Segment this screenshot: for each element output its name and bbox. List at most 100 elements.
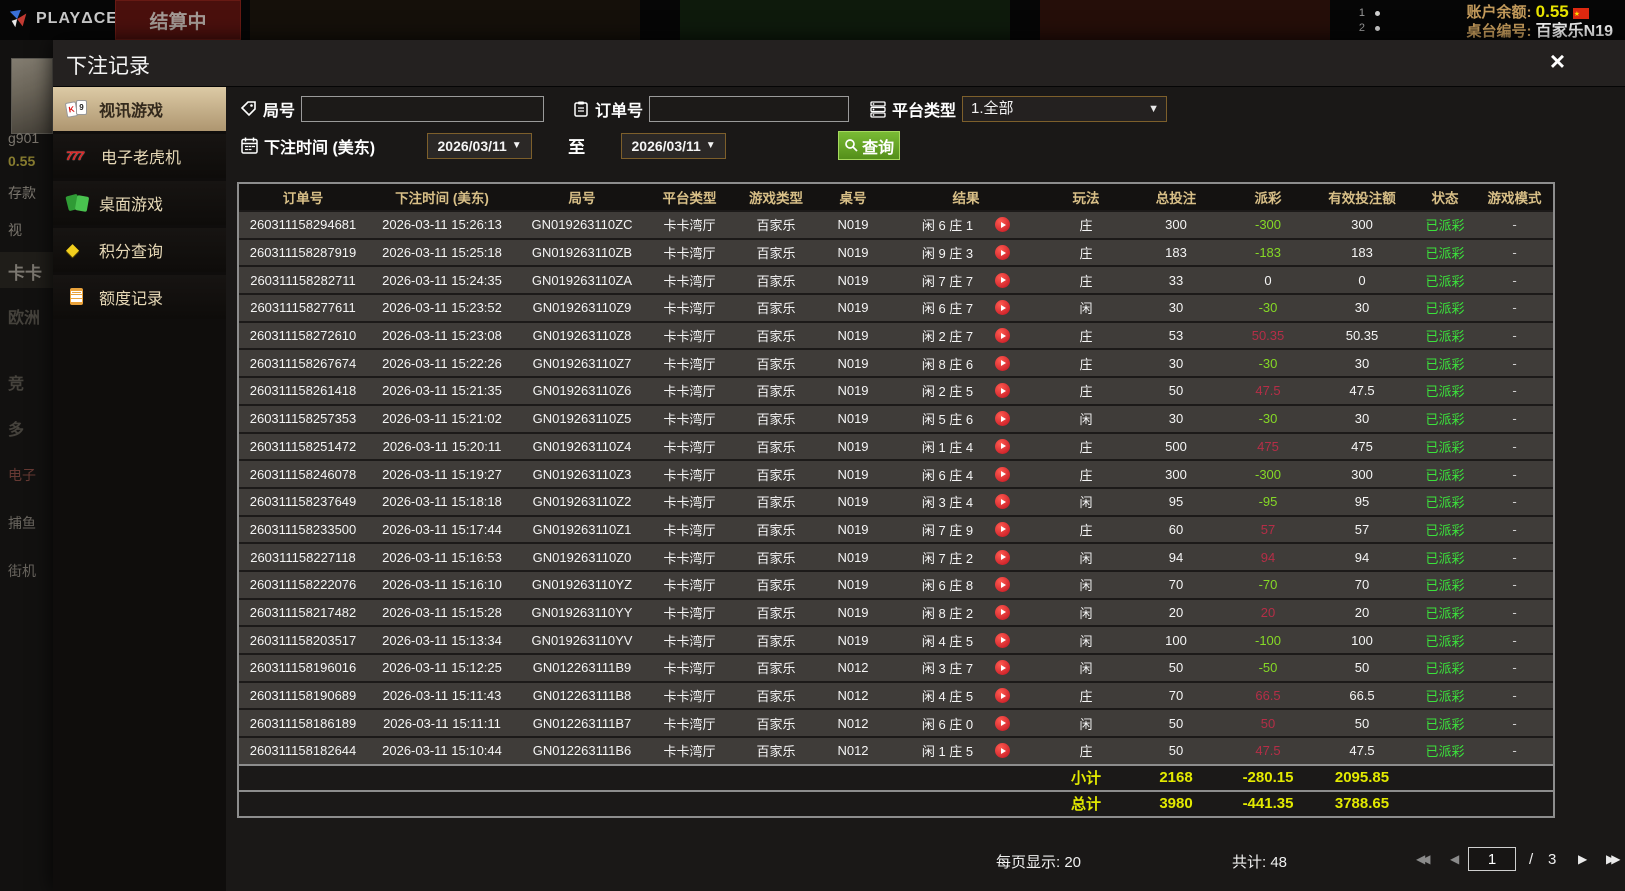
cell-table-no: N019 xyxy=(837,328,869,344)
date-to-picker[interactable]: 2026/03/11 ▼ xyxy=(621,132,727,159)
cell-bet-time: 2026-03-11 15:17:44 xyxy=(382,521,502,537)
tab-table-games[interactable]: 桌面游戏 xyxy=(53,181,226,225)
play-video-icon[interactable] xyxy=(995,715,1011,731)
cell-valid-bet: 300 xyxy=(1351,466,1373,482)
cell-valid-bet: 70 xyxy=(1354,577,1370,593)
play-video-icon[interactable] xyxy=(995,577,1011,593)
table-body: 260311158294681 2026-03-11 15:26:13 GN0192… xyxy=(239,210,1553,764)
tab-slot-machines[interactable]: 777 电子老虎机 xyxy=(53,134,226,178)
cell-payout: 47.5 xyxy=(1255,743,1281,759)
play-video-icon[interactable] xyxy=(995,438,1011,454)
summary-total-bet: 3980 xyxy=(1159,795,1193,813)
play-video-icon[interactable] xyxy=(995,355,1011,371)
round-input[interactable] xyxy=(301,96,545,122)
cell-platform-type: 卡卡湾厅 xyxy=(663,633,716,649)
platform-select[interactable]: 1.全部 ▼ xyxy=(962,96,1168,122)
play-video-icon[interactable] xyxy=(995,272,1011,288)
cell-bet-time: 2026-03-11 15:16:10 xyxy=(382,577,502,593)
play-video-icon[interactable] xyxy=(995,632,1011,648)
cell-result: 闲 1 庄 4 xyxy=(886,437,1046,456)
last-page-icon[interactable]: ▶▶ xyxy=(1606,852,1621,866)
table-row: 260311158190689 2026-03-11 15:11:43 GN0122… xyxy=(239,680,1553,709)
next-page-icon[interactable]: ▶ xyxy=(1578,852,1588,866)
play-video-icon[interactable] xyxy=(995,217,1011,233)
cell-game-type: 百家乐 xyxy=(756,744,796,760)
cell-game-type: 百家乐 xyxy=(756,301,796,317)
play-video-icon[interactable] xyxy=(995,688,1011,704)
cell-bet-time: 2026-03-11 15:11:43 xyxy=(382,688,502,704)
result-text: 闲 2 庄 5 xyxy=(921,384,974,400)
play-video-icon[interactable] xyxy=(995,328,1011,344)
cell-result: 闲 2 庄 5 xyxy=(886,381,1046,400)
close-icon[interactable]: × xyxy=(1549,46,1565,76)
search-icon xyxy=(844,138,859,153)
document-icon xyxy=(66,288,90,306)
date-from-picker[interactable]: 2026/03/11 ▼ xyxy=(427,132,533,159)
cell-game-type: 百家乐 xyxy=(756,218,796,234)
summary-payout: -280.15 xyxy=(1242,769,1294,787)
order-input[interactable] xyxy=(649,96,850,122)
play-video-icon[interactable] xyxy=(995,466,1011,482)
tab-credit-records[interactable]: 额度记录 xyxy=(53,275,226,319)
cell-bet-time: 2026-03-11 15:18:18 xyxy=(382,494,502,510)
table-row: 260311158222076 2026-03-11 15:16:10 GN0192… xyxy=(239,569,1553,598)
page-number-input[interactable] xyxy=(1468,847,1516,871)
play-video-icon[interactable] xyxy=(995,604,1011,620)
table-header-row: 订单号 下注时间 (美东) 局号 平台类型 游戏类型 桌号 结果 玩法 总投注 派彩 有效投注额 状态… xyxy=(239,184,1553,210)
play-video-icon[interactable] xyxy=(995,245,1011,261)
balance-label: 账户余额: xyxy=(1466,4,1532,21)
background-left-sidebar: g901 0.55 存款视卡卡 欧洲竞多电子 捕鱼 街机 xyxy=(0,40,53,891)
cell-payout: -30 xyxy=(1258,355,1278,371)
background-nav-item: 存款 xyxy=(8,185,36,201)
cell-round-no: GN019263110Z2 xyxy=(532,494,632,510)
page-separator: / xyxy=(1529,851,1534,868)
play-video-icon[interactable] xyxy=(995,521,1011,537)
table-row: 260311158182644 2026-03-11 15:10:44 GN0122… xyxy=(239,736,1553,764)
cell-play-type: 闲 xyxy=(1079,412,1093,428)
cell-total-bet: 33 xyxy=(1168,272,1184,288)
prev-page-icon[interactable]: ◀ xyxy=(1450,852,1460,866)
filter-row-1: 局号 订单号 平台类型 1.全部 ▼ xyxy=(226,96,1168,122)
cell-total-bet: 60 xyxy=(1168,521,1184,537)
result-text: 闲 8 庄 6 xyxy=(921,356,974,372)
play-video-icon[interactable] xyxy=(995,494,1011,510)
tab-label: 电子老虎机 xyxy=(101,150,182,167)
balance-value: 0.55 xyxy=(1535,2,1569,21)
cell-round-no: GN012263111B8 xyxy=(532,688,632,704)
cell-table-no: N019 xyxy=(837,604,869,620)
cell-round-no: GN019263110Z6 xyxy=(532,383,632,399)
play-video-icon[interactable] xyxy=(995,549,1011,565)
cell-status: 已派彩 xyxy=(1425,578,1465,594)
tab-points-query[interactable]: ◆ 积分查询 xyxy=(53,228,226,272)
cell-platform-type: 卡卡湾厅 xyxy=(663,246,716,262)
bet-time-filter: 下注时间 (美东) xyxy=(240,134,375,158)
round-filter: 局号 xyxy=(240,96,545,122)
cell-result: 闲 9 庄 3 xyxy=(886,243,1046,262)
play-video-icon[interactable] xyxy=(995,300,1011,316)
cell-status: 已派彩 xyxy=(1425,218,1465,234)
first-page-icon[interactable]: ◀◀ xyxy=(1416,852,1431,866)
summary-valid-bet: 3788.65 xyxy=(1334,795,1390,813)
cell-order-no: 260311158287919 xyxy=(249,245,357,261)
bet-records-table: 订单号 下注时间 (美东) 局号 平台类型 游戏类型 桌号 结果 玩法 总投注 派彩 有效投注额 状态… xyxy=(237,182,1555,818)
cell-round-no: GN019263110Z0 xyxy=(532,549,632,565)
modal-content: 局号 订单号 平台类型 1.全部 ▼ xyxy=(226,87,1625,891)
table-row: 260311158227118 2026-03-11 15:16:53 GN0192… xyxy=(239,542,1553,570)
cell-payout: 57 xyxy=(1260,521,1276,537)
cell-total-bet: 20 xyxy=(1168,604,1184,620)
cell-order-no: 260311158217482 xyxy=(249,604,357,620)
cell-play-type: 庄 xyxy=(1079,329,1093,345)
play-video-icon[interactable] xyxy=(995,660,1011,676)
play-video-icon[interactable] xyxy=(995,743,1011,759)
cell-play-type: 庄 xyxy=(1079,356,1093,372)
cell-result: 闲 6 庄 7 xyxy=(886,298,1046,317)
cell-payout: -95 xyxy=(1258,494,1278,510)
play-video-icon[interactable] xyxy=(995,411,1011,427)
play-video-icon[interactable] xyxy=(995,383,1011,399)
cell-payout: -100 xyxy=(1254,632,1282,648)
query-button[interactable]: 查询 xyxy=(838,131,901,160)
cell-play-type: 庄 xyxy=(1079,218,1093,234)
server-list-icon xyxy=(869,100,887,118)
cell-result: 闲 7 庄 7 xyxy=(886,271,1046,290)
